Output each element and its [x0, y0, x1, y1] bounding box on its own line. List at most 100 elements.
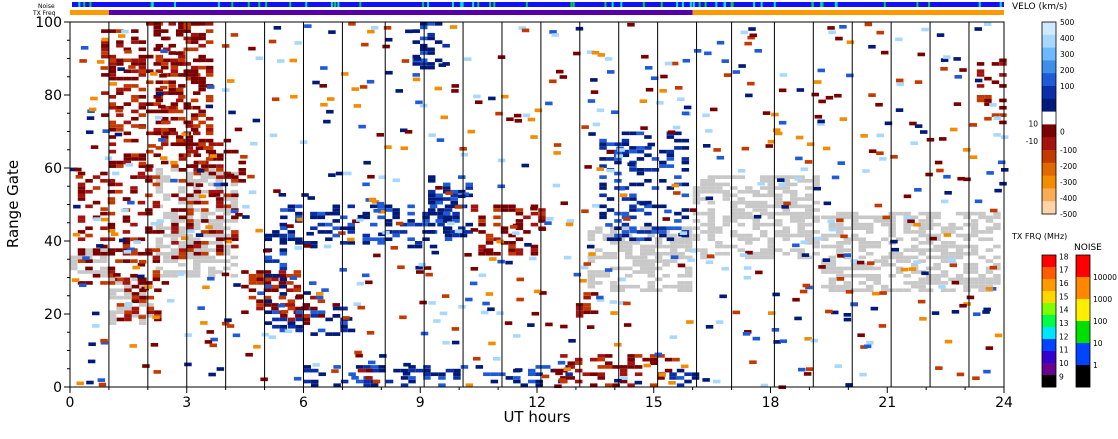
- echo-cell: [443, 226, 451, 231]
- echo-cell: [201, 251, 209, 256]
- echo-cell: [881, 237, 889, 242]
- echo-cell: [856, 260, 865, 265]
- velocity-tick-label: 200: [1060, 66, 1075, 75]
- echo-cell: [490, 379, 499, 384]
- echo-cell: [428, 179, 436, 183]
- echo-cell: [722, 219, 731, 223]
- echo-cell: [310, 332, 318, 336]
- echo-cell: [662, 262, 670, 267]
- echo-cell: [111, 232, 119, 237]
- echo-cell: [264, 255, 273, 260]
- echo-cell: [760, 248, 768, 252]
- echo-cell: [96, 244, 104, 248]
- echo-cell: [629, 226, 637, 231]
- echo-cell: [344, 171, 352, 176]
- echo-cell: [315, 295, 324, 300]
- echo-cell: [205, 124, 214, 128]
- echo-cell: [605, 361, 613, 366]
- echo-cell: [619, 368, 628, 373]
- echo-cell: [170, 248, 179, 252]
- echo-cell: [153, 25, 161, 30]
- noise-spot: [570, 2, 573, 7]
- echo-cell: [804, 160, 813, 164]
- echo-cell: [999, 105, 1007, 110]
- echo-cell: [881, 255, 889, 260]
- echo-cell: [430, 372, 439, 377]
- echo-cell: [671, 183, 679, 188]
- echo-cell: [209, 343, 217, 348]
- echo-cell: [378, 365, 386, 369]
- echo-cell: [684, 255, 693, 260]
- echo-cell: [186, 226, 194, 231]
- echo-cell: [940, 288, 949, 293]
- echo-cell: [812, 175, 820, 179]
- echo-cell: [90, 145, 99, 149]
- echo-cell: [442, 340, 450, 345]
- echo-cell: [621, 138, 630, 143]
- echo-cell: [150, 221, 158, 226]
- txfreq-colorbar-frame: [1041, 254, 1057, 388]
- echo-cell: [496, 239, 504, 244]
- echo-cell: [208, 233, 216, 238]
- echo-cell: [176, 109, 184, 114]
- echo-cell: [399, 222, 408, 227]
- echo-cell: [310, 310, 318, 315]
- echo-cell: [152, 315, 160, 320]
- echo-cell: [407, 219, 415, 223]
- echo-cell: [744, 330, 752, 334]
- echo-cell: [392, 211, 400, 216]
- echo-cell: [255, 228, 263, 233]
- echo-cell: [684, 237, 693, 242]
- echo-cell: [231, 179, 239, 183]
- echo-cell: [443, 215, 451, 220]
- echo-cell: [599, 138, 607, 143]
- echo-cell: [581, 125, 589, 129]
- echo-cell: [261, 332, 269, 337]
- echo-cell: [918, 281, 926, 285]
- echo-cell: [866, 226, 874, 231]
- echo-cell: [447, 221, 455, 226]
- echo-cell: [948, 226, 956, 231]
- echo-cell: [966, 295, 975, 300]
- echo-cell: [100, 237, 108, 242]
- echo-cell: [102, 129, 110, 133]
- echo-cell: [863, 344, 872, 349]
- x-tick-label: 24: [995, 395, 1013, 411]
- echo-cell: [280, 226, 288, 231]
- txfreq-tick-label: 14: [1059, 306, 1069, 315]
- y-tick-label: 40: [44, 234, 62, 250]
- echo-cell: [662, 217, 670, 221]
- echo-cell: [918, 277, 926, 282]
- echo-cell: [116, 58, 124, 63]
- echo-cell: [272, 259, 280, 263]
- echo-cell: [516, 297, 524, 302]
- echo-cell: [146, 54, 154, 59]
- noise-spot: [173, 2, 176, 7]
- echo-cell: [205, 149, 214, 154]
- echo-cell: [509, 225, 518, 229]
- echo-cell: [368, 197, 377, 202]
- echo-cell: [790, 233, 798, 238]
- echo-cell: [963, 222, 971, 227]
- echo-cell: [130, 273, 138, 278]
- echo-cell: [470, 208, 479, 212]
- echo-cell: [615, 154, 624, 158]
- echo-cell: [822, 146, 831, 151]
- echo-cell: [948, 241, 956, 245]
- echo-cell: [155, 146, 164, 150]
- echo-cell: [414, 241, 423, 245]
- echo-cell: [629, 215, 637, 220]
- echo-cell: [301, 193, 309, 197]
- echo-cell: [643, 363, 651, 368]
- echo-cell: [205, 116, 214, 121]
- echo-cell: [957, 176, 965, 181]
- echo-cell: [896, 78, 904, 83]
- echo-cell: [122, 241, 131, 245]
- echo-cell: [767, 189, 775, 194]
- echo-cell: [415, 368, 424, 373]
- echo-cell: [310, 211, 318, 216]
- txfreq-tick-label: 13: [1059, 319, 1069, 328]
- echo-cell: [332, 306, 341, 311]
- echo-cell: [230, 182, 238, 187]
- echo-cell: [473, 94, 481, 99]
